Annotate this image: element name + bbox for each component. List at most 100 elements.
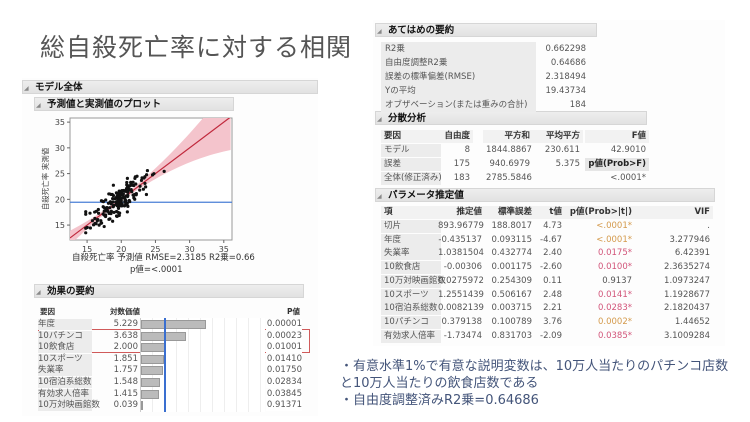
anova-col-header: F値 — [585, 130, 649, 143]
data-point — [116, 206, 121, 210]
effect-pvalue: 0.00023 — [266, 330, 302, 342]
data-point — [128, 199, 132, 204]
params-cell: 10飲食店 — [381, 261, 441, 275]
fit-value: 0.662298 — [545, 44, 586, 54]
params-cell: 10スポーツ — [381, 288, 441, 302]
data-point — [128, 184, 132, 188]
data-point — [107, 217, 111, 221]
params-cell: 0.831703 — [491, 330, 532, 341]
data-point — [125, 210, 129, 214]
params-cell: 10パチンコ — [381, 315, 441, 329]
params-cell: -4.67 — [540, 234, 562, 245]
data-point — [124, 187, 129, 191]
data-point — [122, 195, 127, 199]
data-point — [116, 210, 120, 214]
effect-pvalue: 0.01750 — [266, 365, 302, 377]
fit-value: 19.43734 — [545, 86, 586, 96]
x-tick-label: 25 — [150, 245, 160, 254]
data-point — [88, 226, 93, 230]
params-col-header: 推定値 — [435, 206, 485, 219]
params-cell: -2.60 — [540, 262, 562, 273]
data-point — [106, 201, 111, 205]
plot-header[interactable]: 予測値と実測値のプロット — [34, 97, 234, 112]
y-tick-label: 30 — [55, 144, 65, 153]
fit-label: 自由度調整R2乗 — [381, 56, 536, 70]
params-cell: -2.09 — [540, 330, 562, 341]
params-col-header: 標準誤差 — [485, 206, 535, 219]
note-1: ・有意水準1%で有意な説明変数は、10万人当たりのパチンコ店数と10万人当たりの… — [340, 359, 729, 391]
params-cell: 0.0385* — [598, 330, 632, 341]
params-cell: 0.0082139 — [438, 303, 484, 314]
col-header: 対数価値 — [110, 307, 140, 316]
col-header: 要因 — [40, 307, 55, 316]
params-cell: 893.96779 — [438, 221, 484, 231]
params-cell: 有効求人倍率 — [381, 329, 441, 343]
data-point — [109, 211, 113, 215]
data-point — [118, 195, 123, 200]
fit-value: 0.64686 — [550, 58, 586, 68]
anova-cell: p値(Prob>F) — [585, 158, 649, 171]
params-cell: 0.506167 — [491, 289, 532, 300]
effect-bar — [141, 331, 187, 341]
params-cell: 3.76 — [543, 316, 562, 327]
params-cell: 10万対映画館数 — [381, 274, 446, 288]
effect-name: 10飲食店 — [38, 342, 92, 354]
effect-bar — [141, 343, 166, 353]
data-point — [104, 207, 108, 211]
params-cell: 1.2551439 — [438, 289, 484, 300]
params-col-header: p値(Prob>|t|) — [565, 206, 635, 219]
params-cell: 0.0283* — [598, 303, 632, 314]
data-point — [104, 198, 108, 202]
effect-logworth: 3.638 — [113, 330, 138, 341]
effect-bar — [141, 366, 163, 376]
effect-pvalue: 0.02834 — [266, 377, 302, 388]
data-point — [102, 224, 106, 229]
effect-name: 10宿泊系総数 — [38, 377, 92, 388]
effect-bar — [141, 389, 159, 399]
data-point — [118, 193, 122, 197]
params-cell: 0.0100* — [598, 262, 632, 273]
slide-title: 総自殺死亡率に対する相関 — [40, 33, 353, 62]
anova-cell: 8 — [464, 145, 470, 155]
anova-cell: 1844.8867 — [486, 145, 532, 155]
params-cell: 2.3635274 — [664, 262, 710, 273]
fit-line — [70, 118, 231, 239]
y-axis-label: 自殺死亡率 実測値 — [40, 147, 50, 210]
data-point — [96, 207, 100, 212]
params-cell: 3.1009284 — [664, 330, 710, 341]
params-cell: 1.1928677 — [664, 289, 710, 300]
model-header[interactable]: モデル全体 — [22, 80, 318, 95]
y-tick-label: 20 — [55, 195, 65, 204]
params-cell: 3.277946 — [669, 234, 710, 245]
data-point — [130, 190, 134, 194]
data-point — [96, 211, 101, 215]
params-cell: 0.432774 — [491, 248, 532, 259]
params-cell: 10宿泊系総数 — [381, 302, 441, 316]
params-cell: 0.001175 — [491, 262, 532, 273]
anova-cell: 230.611 — [544, 145, 580, 155]
data-point — [116, 198, 120, 203]
effect-logworth: 1.415 — [113, 388, 138, 399]
params-cell: 0.003715 — [491, 303, 532, 314]
effect-logworth: 2.000 — [113, 342, 138, 353]
anova-col-header: 平均平方 — [533, 130, 583, 143]
y-tick-label: 35 — [55, 118, 65, 127]
data-point — [122, 204, 127, 208]
effect-name: 10万対映画館数 — [38, 400, 100, 412]
fit-value: 184 — [569, 100, 586, 110]
anova-header[interactable]: 分散分析 — [375, 111, 647, 126]
data-point — [102, 209, 106, 213]
params-header[interactable]: パラメータ推定値 — [375, 188, 715, 203]
data-point — [114, 191, 119, 195]
data-point — [84, 212, 88, 216]
anova-cell: 2785.5846 — [486, 173, 532, 183]
data-point — [138, 184, 142, 188]
params-cell: 失業率 — [381, 247, 441, 261]
data-point — [138, 188, 142, 192]
effects-header[interactable]: 効果の要約 — [34, 284, 304, 299]
p-value-label: p値=<.0001 — [130, 265, 183, 275]
params-cell: 2.21 — [543, 303, 562, 314]
effect-logworth: 1.851 — [113, 353, 138, 364]
fit-header[interactable]: あてはめの要約 — [375, 23, 597, 38]
data-point — [84, 226, 88, 230]
